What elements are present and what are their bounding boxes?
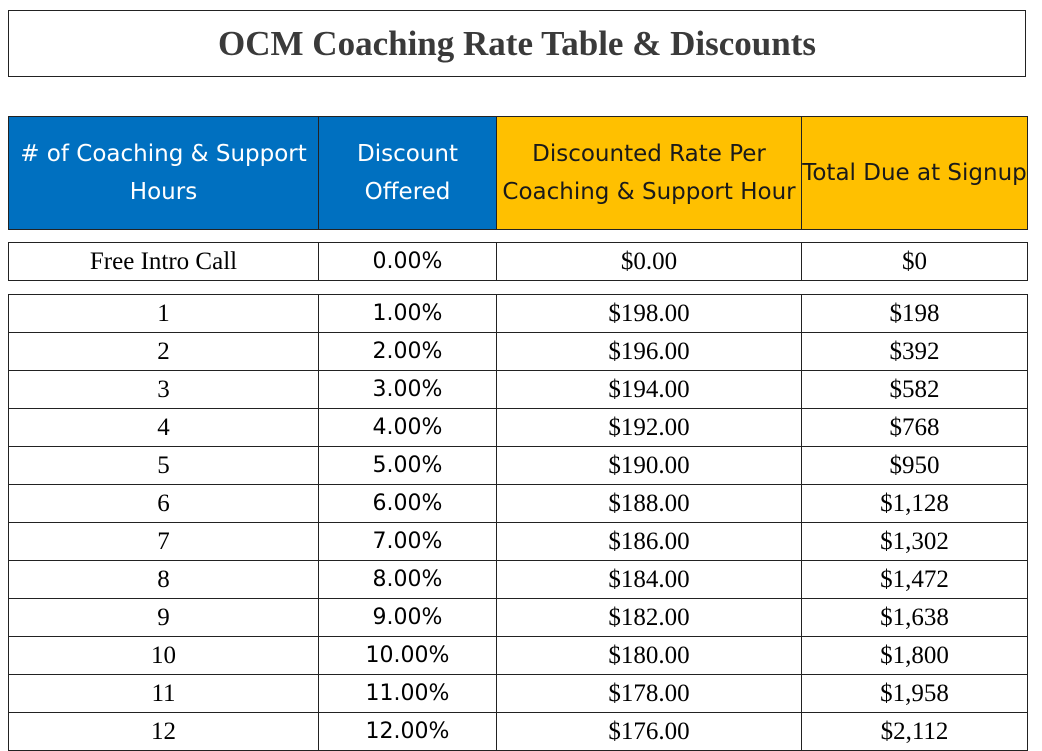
free-intro-table: Free Intro Call 0.00% $0.00 $0 — [8, 242, 1028, 281]
hours-cell: 10 — [8, 636, 319, 675]
header-rate: Discounted Rate Per Coaching & Support H… — [496, 116, 802, 230]
rate-cell: $190.00 — [496, 446, 802, 485]
rate-table-header: # of Coaching & Support Hours Discount O… — [8, 116, 1028, 230]
table-row: 4 4.00% $192.00 $768 — [8, 408, 1028, 447]
discount-cell: 2.00% — [318, 332, 497, 371]
discount-cell: 9.00% — [318, 598, 497, 637]
rate-cell: $0.00 — [496, 242, 802, 281]
discount-cell: 12.00% — [318, 712, 497, 751]
hours-cell: Free Intro Call — [8, 242, 319, 281]
total-cell: $198 — [801, 294, 1028, 333]
discount-cell: 11.00% — [318, 674, 497, 713]
total-cell: $768 — [801, 408, 1028, 447]
total-cell: $392 — [801, 332, 1028, 371]
hours-cell: 1 — [8, 294, 319, 333]
table-row: 10 10.00% $180.00 $1,800 — [8, 636, 1028, 675]
header-total: Total Due at Signup — [801, 116, 1028, 230]
table-row: 2 2.00% $196.00 $392 — [8, 332, 1028, 371]
hours-cell: 11 — [8, 674, 319, 713]
table-row: 7 7.00% $186.00 $1,302 — [8, 522, 1028, 561]
hours-cell: 6 — [8, 484, 319, 523]
discount-cell: 1.00% — [318, 294, 497, 333]
rate-cell: $178.00 — [496, 674, 802, 713]
rate-cell: $188.00 — [496, 484, 802, 523]
rate-cell: $176.00 — [496, 712, 802, 751]
hours-cell: 3 — [8, 370, 319, 409]
table-row: 5 5.00% $190.00 $950 — [8, 446, 1028, 485]
rate-cell: $192.00 — [496, 408, 802, 447]
total-cell: $1,128 — [801, 484, 1028, 523]
header-row: # of Coaching & Support Hours Discount O… — [8, 116, 1028, 230]
total-cell: $582 — [801, 370, 1028, 409]
total-cell: $1,472 — [801, 560, 1028, 599]
discount-cell: 3.00% — [318, 370, 497, 409]
free-intro-row: Free Intro Call 0.00% $0.00 $0 — [8, 242, 1028, 281]
rate-cell: $198.00 — [496, 294, 802, 333]
table-row: 8 8.00% $184.00 $1,472 — [8, 560, 1028, 599]
total-cell: $0 — [801, 242, 1028, 281]
discount-cell: 8.00% — [318, 560, 497, 599]
hours-cell: 9 — [8, 598, 319, 637]
rate-cell: $182.00 — [496, 598, 802, 637]
header-hours: # of Coaching & Support Hours — [8, 116, 319, 230]
discount-cell: 10.00% — [318, 636, 497, 675]
hours-cell: 12 — [8, 712, 319, 751]
table-row: 6 6.00% $188.00 $1,128 — [8, 484, 1028, 523]
hours-cell: 5 — [8, 446, 319, 485]
hours-cell: 4 — [8, 408, 319, 447]
header-discount: Discount Offered — [318, 116, 497, 230]
table-row: 9 9.00% $182.00 $1,638 — [8, 598, 1028, 637]
total-cell: $2,112 — [801, 712, 1028, 751]
rate-cell: $180.00 — [496, 636, 802, 675]
table-row: 3 3.00% $194.00 $582 — [8, 370, 1028, 409]
rate-cell: $186.00 — [496, 522, 802, 561]
discount-cell: 4.00% — [318, 408, 497, 447]
page-title: OCM Coaching Rate Table & Discounts — [8, 10, 1026, 77]
hours-cell: 7 — [8, 522, 319, 561]
hours-cell: 8 — [8, 560, 319, 599]
rate-cell: $196.00 — [496, 332, 802, 371]
discount-cell: 6.00% — [318, 484, 497, 523]
rate-table-body: 1 1.00% $198.00 $198 2 2.00% $196.00 $392 3 3.00%… — [8, 294, 1028, 751]
rate-cell: $194.00 — [496, 370, 802, 409]
discount-cell: 0.00% — [318, 242, 497, 281]
table-row: 11 11.00% $178.00 $1,958 — [8, 674, 1028, 713]
total-cell: $1,800 — [801, 636, 1028, 675]
total-cell: $950 — [801, 446, 1028, 485]
hours-cell: 2 — [8, 332, 319, 371]
total-cell: $1,638 — [801, 598, 1028, 637]
rate-cell: $184.00 — [496, 560, 802, 599]
table-row: 1 1.00% $198.00 $198 — [8, 294, 1028, 333]
discount-cell: 7.00% — [318, 522, 497, 561]
total-cell: $1,302 — [801, 522, 1028, 561]
total-cell: $1,958 — [801, 674, 1028, 713]
table-row: 12 12.00% $176.00 $2,112 — [8, 712, 1028, 751]
discount-cell: 5.00% — [318, 446, 497, 485]
